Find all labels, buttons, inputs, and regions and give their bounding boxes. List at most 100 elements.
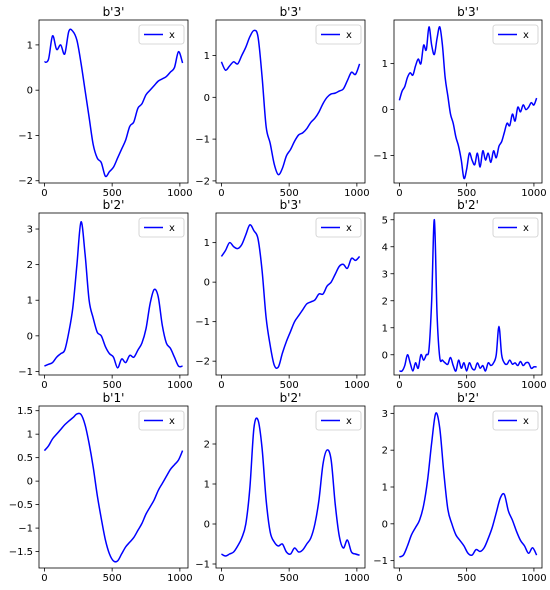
x-tick-label: 1000 [344,573,369,584]
subplot-5: 0 500 1000 −2 −1 0 1 b'3' x [195,198,369,391]
chart-title: b'3' [457,5,479,19]
axes-frame [215,212,366,376]
y-tick-label: 3 [27,225,33,236]
x-tick-label: 1000 [344,380,369,391]
chart-title: b'2' [280,391,302,405]
axes-frame [215,405,366,569]
x-tick-label: 0 [218,188,224,199]
y-tick-label: 1.5 [17,406,33,417]
y-tick-label: 1 [382,59,388,70]
subplot-6: 0 500 1000 0 1 2 3 4 5 b'2' x [382,198,547,391]
legend: x [315,410,362,431]
y-tick-label: −2 [195,357,210,368]
y-tick-label: 0 [204,520,210,531]
x-tick-label: 0 [41,573,47,584]
axes-frame [393,212,543,376]
series-line-x [399,412,538,558]
x-tick-label: 0 [396,380,402,391]
y-tick-label: −1.5 [9,547,33,558]
y-tick-label: 1 [27,40,33,51]
legend-label: x [169,223,175,234]
y-tick-label: 2 [204,440,210,451]
y-tick-label: 0 [204,278,210,289]
legend: x [138,410,185,431]
x-tick-label: 1000 [167,573,192,584]
legend: x [138,24,185,45]
y-tick-label: −0.5 [9,500,33,511]
axes-frame [38,212,189,376]
subplot-4: 0 500 1000 −1 0 1 2 3 b'2' x [18,198,192,391]
axes-frame [38,405,189,569]
y-tick-label: −1 [373,151,388,162]
y-tick-label: 4 [382,242,388,253]
subplot-3: 0 500 1000 −1 0 1 b'3' x [373,5,546,199]
y-tick-label: −1 [195,135,210,146]
y-tick-label: 1 [27,296,33,307]
x-tick-label: 500 [457,380,476,391]
series-line-x [220,29,361,176]
legend: x [492,24,539,45]
x-tick-label: 1000 [167,188,192,199]
legend-label: x [523,416,529,427]
x-tick-label: 1000 [344,188,369,199]
series-line-x [398,26,538,180]
subplot-2: 0 500 1000 −2 −1 0 1 b'3' x [195,5,369,199]
y-tick-label: −1 [18,131,33,142]
y-tick-label: 0 [27,477,33,488]
y-tick-label: 5 [382,215,388,226]
x-tick-label: 500 [103,573,122,584]
y-tick-label: 0 [382,350,388,361]
chart-title: b'1' [103,391,125,405]
legend-label: x [523,223,529,234]
x-tick-label: 500 [280,573,299,584]
x-tick-label: 0 [396,188,402,199]
x-tick-label: 500 [103,380,122,391]
x-tick-label: 500 [280,188,299,199]
legend: x [315,217,362,238]
y-tick-label: 0 [27,86,33,97]
legend: x [315,24,362,45]
x-tick-label: 0 [41,380,47,391]
x-tick-label: 0 [41,188,47,199]
series-line-x [44,221,183,369]
legend-label: x [169,30,175,41]
x-tick-label: 1000 [167,380,192,391]
x-tick-label: 500 [103,188,122,199]
y-tick-label: 0.5 [17,453,33,464]
chart-title: b'2' [457,391,479,405]
x-tick-label: 500 [457,188,476,199]
legend-label: x [523,30,529,41]
y-tick-label: −2 [18,176,33,187]
x-tick-label: 1000 [521,188,546,199]
y-tick-label: 3 [382,409,388,420]
legend-label: x [346,223,352,234]
series-line-x [43,412,184,563]
series-line-x [44,28,184,178]
y-tick-label: 1 [27,430,33,441]
legend: x [492,410,539,431]
subplot-8: 0 500 1000 −1 0 1 2 b'2' x [195,391,369,584]
y-tick-label: −1 [18,524,33,535]
chart-title: b'2' [457,198,479,212]
subplot-9: 0 500 1000 −1 0 1 2 3 b'2' x [373,391,546,584]
x-tick-label: 500 [457,573,476,584]
y-tick-label: 0 [382,519,388,530]
y-tick-label: 1 [382,483,388,494]
y-tick-label: −1 [195,317,210,328]
series-line-x [221,417,360,557]
axes-frame [215,19,366,184]
series-line-x [220,224,361,370]
y-tick-label: 1 [204,51,210,62]
y-tick-label: 1 [204,238,210,249]
legend-label: x [346,30,352,41]
y-tick-label: 0 [27,331,33,342]
x-tick-label: 0 [218,380,224,391]
series-line-x [399,218,537,373]
chart-title: b'3' [280,5,302,19]
legend: x [138,217,185,238]
y-tick-label: 2 [27,260,33,271]
y-tick-label: −2 [195,176,210,187]
x-tick-label: 500 [280,380,299,391]
legend: x [492,217,539,238]
